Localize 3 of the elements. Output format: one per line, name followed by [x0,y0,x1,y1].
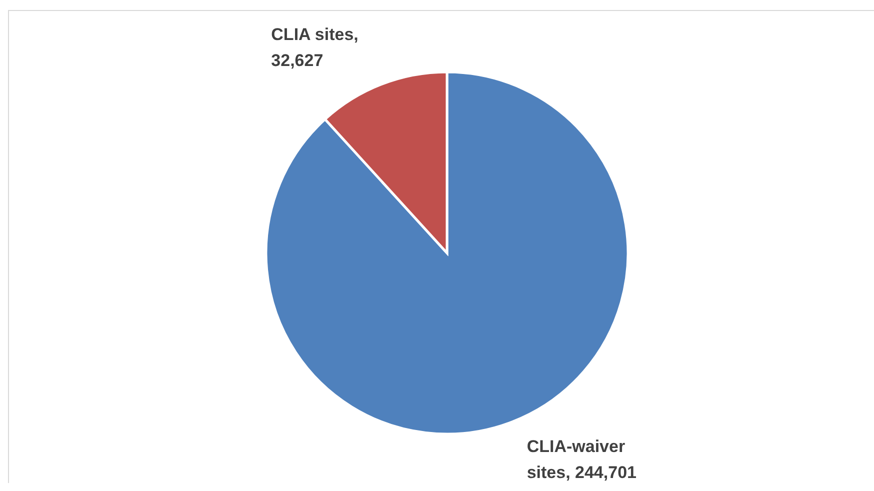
slice-label: CLIA sites, 32,627 [271,24,358,70]
slice-label: CLIA-waiver sites, 244,701 [526,437,636,482]
pie-slice [265,70,630,436]
